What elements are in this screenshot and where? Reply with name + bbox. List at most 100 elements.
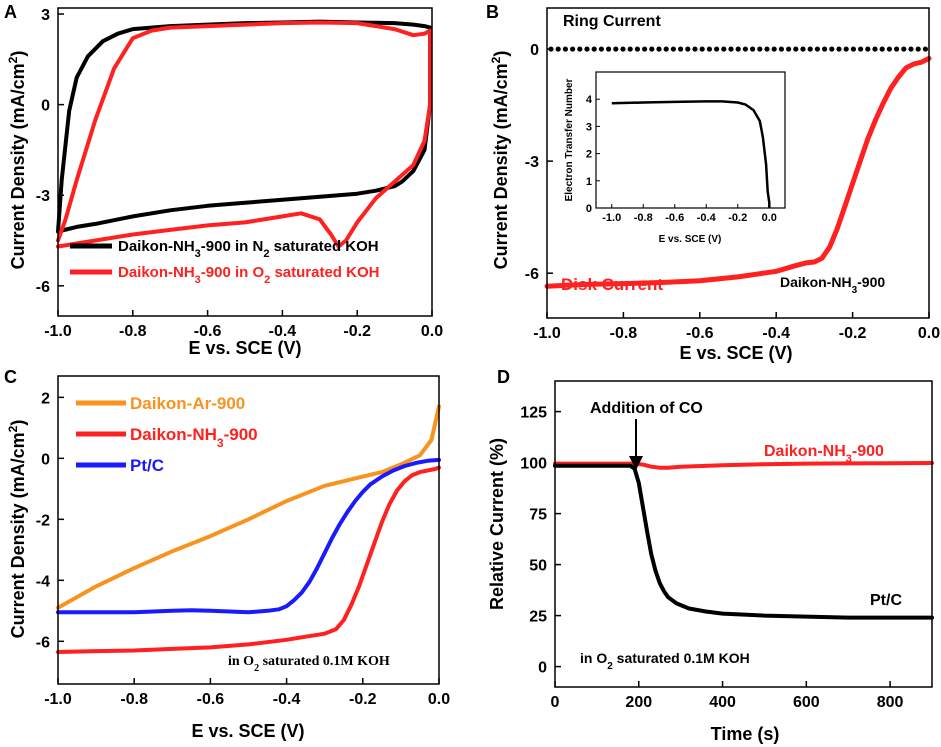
series-line-pt-c [56,457,441,615]
panel-d-xtick-label: 0 [551,694,560,711]
series-point-ring-current [894,46,900,52]
panel-d-ptc-label: Pt/C [870,592,902,609]
series-point-ring-current [814,46,821,52]
series-line-pt-c [553,463,934,620]
inset-frame [595,71,786,209]
series-point-ring-current [699,46,705,52]
co-arrow-head [629,456,643,470]
panel-a-xtick-label: -0.6 [194,323,222,340]
panel-b-inset: -1.0 -0.8 -0.6 -0.4 -0.2 0.0 0 1 2 3 4 Electron Tr… [561,62,791,252]
panel-c-xtick-label: -0.2 [349,691,377,708]
disk-current-label: Disk Current [561,275,663,294]
series-point-ring-current [800,46,806,52]
panel-c-ytick-label: 0 [41,451,50,468]
series-point-ring-current [764,46,770,52]
series-point-ring-current [735,46,741,52]
panel-c-ylabel: Current Density (mA/cm2) [6,420,28,639]
panel-a-plot: -1.0 -0.8 -0.6 -0.4 -0.2 0.0 3 0 -3 -6 [36,7,443,340]
panel-c-ytick-label: 2 [41,390,50,407]
panel-b-frame [546,7,930,319]
panel-d-ytick-label: 125 [520,405,547,422]
series-point-ring-current [757,46,763,52]
panel-d-daikon-label: Daikon-NH3-900 [764,443,884,465]
inset-xtick-label: -0.8 [634,212,653,224]
series-line-daikon-ar-900 [56,404,441,610]
series-point-ring-current [714,46,720,52]
panel-a-xtick-label: -1.0 [44,323,72,340]
inset-xtick-label: -0.2 [728,212,747,224]
panel-d: D Relative Current (%) Time (s) 0 200 400 6… [487,367,934,744]
inset-ytick-label: 2 [586,149,592,161]
panel-c-plot: -1.0 -0.8 -0.6 -0.4 -0.2 0.0 2 0 -2 -4 -6 [36,390,450,708]
panel-c-xlabel: E vs. SCE (V) [191,721,304,741]
series-point-ring-current [620,46,626,52]
panel-a-ytick-label: -6 [36,279,50,296]
panel-a-frame [57,7,433,317]
panel-a-xlabel: E vs. SCE (V) [188,338,301,358]
series-point-ring-current [577,46,583,52]
panel-c-xtick-label: -0.8 [120,691,148,708]
series-point-ring-current [786,46,792,52]
panel-a-letter: A [4,2,17,22]
series-point-ring-current [822,46,828,52]
panel-c-xtick-label: -1.0 [44,691,72,708]
inset-xtick-label: -0.4 [697,212,717,224]
panel-a: A Current Density (mA/cm2) E vs. SCE (V)… [4,2,443,358]
panel-b-ylabel: Current Density (mA/cm2) [489,51,511,270]
series-point-ring-current [836,46,842,52]
panel-c-xtick-label: -0.4 [273,691,301,708]
series-line-daikon-nh3-900-in-n2-saturated-koh [56,19,433,234]
series-point-ring-current [865,46,871,52]
series-point-ring-current [562,46,569,52]
panel-d-frame [554,380,933,688]
inset-plot: -1.0 -0.8 -0.6 -0.4 -0.2 0.0 0 1 2 3 4 [586,94,777,224]
series-point-ring-current [858,46,864,52]
series-point-ring-current [829,46,835,52]
panel-d-xtick-label: 600 [793,694,820,711]
panel-b-xtick-label: -0.2 [839,325,867,342]
panel-a-ytick-label: 0 [41,98,50,115]
series-point-ring-current [649,46,655,52]
inset-ytick-label: 4 [586,94,593,106]
series-point-ring-current [886,46,893,52]
series-point-ring-current [591,46,597,52]
panel-d-xtick-label: 800 [877,694,904,711]
panel-b-letter: B [486,2,499,22]
panel-b-xtick-label: -0.6 [686,325,714,342]
panel-c: C Current Density (mA/cm2) E vs. SCE (V)… [4,367,450,741]
series-line-daikon-nh3-900 [56,465,441,654]
series-point-ring-current [663,46,669,52]
series-point-ring-current [548,46,554,52]
series-point-ring-current [627,46,633,52]
panel-b-ytick-label: -6 [525,266,539,283]
series-point-ring-current [807,46,813,52]
panel-c-frame [57,375,440,685]
panel-b-sample-label: Daikon-NH3-900 [780,274,885,296]
series-point-ring-current [872,46,878,52]
series-point-ring-current [721,46,727,52]
panel-d-ytick-label: 0 [538,660,547,677]
panel-a-xtick-label: 0.0 [421,323,443,340]
series-point-ring-current [915,46,921,52]
legend-label-ptc: Pt/C [130,456,164,475]
panel-a-legend: Daikon-NH3-900 in N2 saturated KOH Daiko… [70,238,379,286]
inset-xtick-label: -1.0 [602,212,621,224]
panel-a-xtick-label: -0.2 [343,323,371,340]
panel-a-xtick-label: -0.8 [119,323,147,340]
series-point-ring-current [692,46,698,52]
panel-d-ytick-label: 25 [529,609,547,626]
series-point-ring-current [613,46,619,52]
series-point-ring-current [901,46,907,52]
inset-ytick-label: 0 [586,203,592,215]
panel-b-ytick-label: -3 [525,154,539,171]
panel-d-xtick-label: 200 [625,694,652,711]
series-point-ring-current [656,46,662,52]
series-point-ring-current [685,46,691,52]
panel-a-ylabel: Current Density (mA/cm2) [6,51,28,270]
panel-c-condition: in O2 saturated 0.1M KOH [228,654,390,674]
panel-d-xlabel: Time (s) [711,724,780,744]
addition-of-co-label: Addition of CO [590,400,703,417]
series-line-daikon-nh3-900-in-o2-saturated-koh [56,20,433,249]
panel-d-condition: in O2 saturated 0.1M KOH [580,650,750,672]
inset-ylabel: Electron Transfer Number [564,78,575,201]
